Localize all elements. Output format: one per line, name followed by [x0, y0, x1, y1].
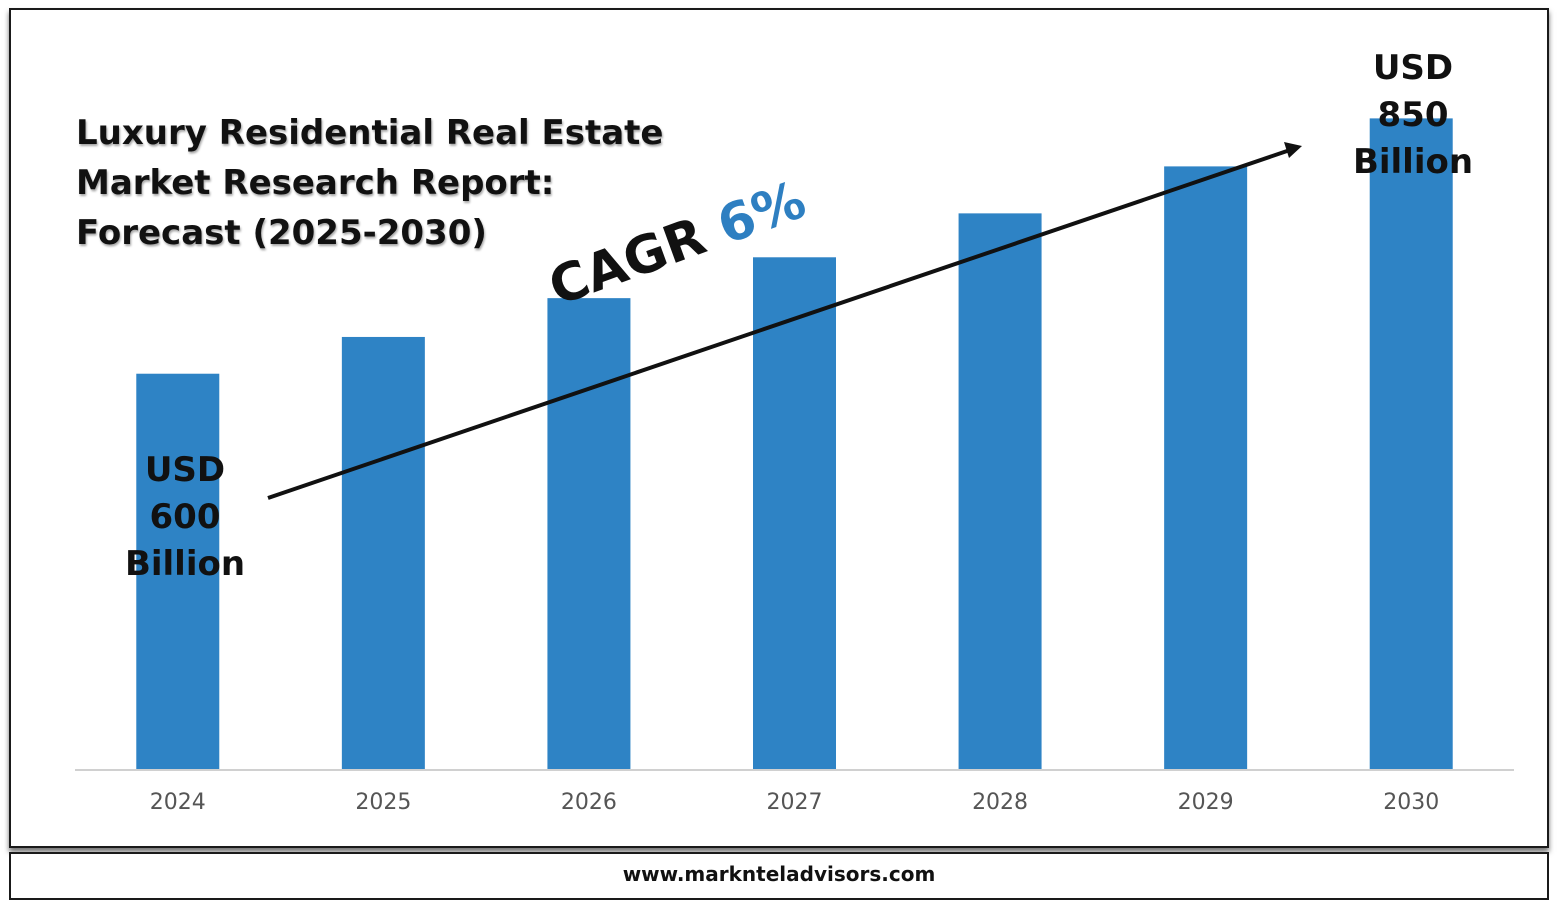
footer-url[interactable]: www.marknteladvisors.com	[622, 862, 936, 886]
bar-2027	[753, 257, 836, 770]
title-line: Luxury Residential Real Estate	[76, 113, 664, 153]
footer: www.marknteladvisors.com	[9, 852, 1549, 900]
chart-title: Luxury Residential Real Estate Market Re…	[76, 108, 716, 258]
callout-line: USD	[1372, 48, 1454, 88]
bar-2030	[1369, 118, 1453, 770]
end-value-callout: USD 850 Billion	[1313, 45, 1513, 186]
callout-line: 600	[149, 497, 221, 537]
trend-arrow	[267, 142, 1302, 500]
bar-2025	[341, 336, 425, 770]
x-tick-label: 2025	[355, 790, 411, 815]
callout-line: Billion	[1352, 142, 1474, 182]
bar-2029	[1164, 166, 1248, 770]
bar-2026	[547, 298, 631, 770]
start-value-callout: USD 600 Billion	[85, 447, 285, 588]
bar-2024	[136, 373, 220, 770]
x-tick-label: 2030	[1383, 790, 1439, 815]
x-tick-label: 2024	[150, 790, 206, 815]
x-tick-label: 2026	[561, 790, 617, 815]
title-line: Forecast (2025-2030)	[76, 213, 487, 253]
callout-line: 850	[1377, 95, 1449, 135]
callout-line: Billion	[124, 544, 246, 584]
callout-line: USD	[144, 450, 226, 490]
title-line: Market Research Report:	[76, 163, 555, 203]
x-tick-label: 2027	[767, 790, 823, 815]
x-tick-label: 2029	[1178, 790, 1234, 815]
x-tick-label: 2028	[972, 790, 1028, 815]
bar-2028	[958, 213, 1042, 770]
